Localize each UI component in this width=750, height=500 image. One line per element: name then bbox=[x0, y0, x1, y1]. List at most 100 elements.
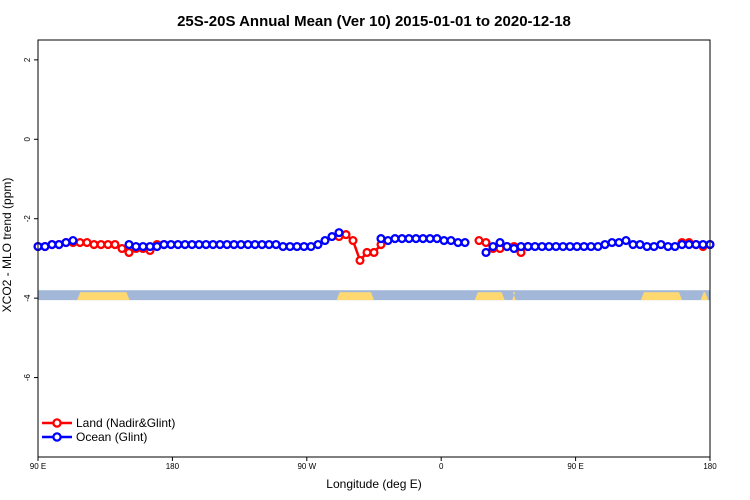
data-point bbox=[488, 241, 498, 252]
legend-marker bbox=[52, 432, 62, 442]
data-point bbox=[544, 241, 554, 252]
data-point bbox=[159, 239, 169, 250]
data-point bbox=[614, 237, 624, 248]
data-point bbox=[509, 243, 519, 254]
land-segment bbox=[77, 292, 130, 301]
data-point bbox=[194, 239, 204, 250]
data-point bbox=[621, 236, 631, 246]
data-point bbox=[439, 236, 449, 246]
data-point bbox=[649, 241, 659, 252]
land-segment bbox=[512, 292, 516, 301]
data-point bbox=[628, 239, 638, 250]
legend: Land (Nadir&Glint)Ocean (Glint) bbox=[42, 416, 175, 444]
data-point bbox=[138, 241, 148, 252]
data-point bbox=[530, 241, 540, 252]
data-point bbox=[68, 236, 78, 246]
data-point bbox=[250, 239, 260, 250]
land-segment bbox=[700, 292, 709, 301]
axes: 90 E 180 90 W 0 90 E 180 2 0 -2 -4 -6 bbox=[23, 57, 717, 471]
data-point bbox=[47, 239, 57, 250]
data-point bbox=[278, 241, 288, 252]
legend-label: Land (Nadir&Glint) bbox=[76, 416, 175, 430]
data-point bbox=[677, 239, 687, 250]
y-tick-label: -2 bbox=[23, 215, 32, 223]
data-point bbox=[586, 241, 596, 252]
chart-title: 25S-20S Annual Mean (Ver 10) 2015-01-01 … bbox=[177, 13, 571, 30]
data-point bbox=[166, 239, 176, 250]
y-tick-label: -4 bbox=[23, 294, 32, 302]
data-point bbox=[607, 237, 617, 248]
data-point bbox=[432, 234, 442, 244]
data-point bbox=[495, 237, 505, 248]
plot-frame bbox=[37, 39, 711, 458]
data-point bbox=[327, 232, 337, 242]
data-point bbox=[334, 228, 344, 238]
data-point bbox=[537, 241, 547, 252]
data-point bbox=[229, 239, 239, 250]
land-ocean-strip bbox=[38, 290, 710, 301]
data-point bbox=[362, 247, 372, 258]
data-point bbox=[54, 239, 64, 250]
data-point bbox=[523, 241, 533, 252]
data-point bbox=[96, 239, 106, 250]
data-point bbox=[397, 234, 407, 244]
data-point bbox=[579, 241, 589, 252]
land-segment bbox=[474, 292, 505, 301]
data-point bbox=[425, 234, 435, 244]
data-point bbox=[355, 255, 365, 265]
data-point bbox=[285, 241, 295, 252]
x-tick-label: 90 W bbox=[297, 462, 316, 471]
data-point bbox=[635, 239, 645, 250]
data-point bbox=[173, 239, 183, 250]
data-point bbox=[61, 237, 71, 248]
data-point bbox=[103, 239, 113, 250]
data-point bbox=[558, 241, 568, 252]
data-point bbox=[313, 239, 323, 250]
data-point bbox=[152, 241, 162, 252]
data-point bbox=[75, 237, 85, 248]
data-point bbox=[565, 241, 575, 252]
ocean-band bbox=[38, 290, 710, 301]
data-point bbox=[264, 239, 274, 250]
data-point bbox=[551, 241, 561, 252]
data-point bbox=[271, 239, 281, 250]
data-point bbox=[453, 237, 463, 248]
data-point bbox=[131, 241, 141, 252]
data-point bbox=[691, 239, 701, 250]
data-point bbox=[474, 236, 484, 246]
y-tick-label: 0 bbox=[23, 137, 32, 142]
x-tick-label: 90 E bbox=[30, 462, 46, 471]
data-point bbox=[40, 241, 50, 252]
data-point bbox=[481, 247, 491, 258]
data-point bbox=[600, 239, 610, 250]
data-point bbox=[663, 241, 673, 252]
data-point bbox=[320, 236, 330, 246]
data-point bbox=[418, 234, 428, 244]
data-point bbox=[411, 234, 421, 244]
data-point bbox=[698, 239, 708, 250]
land-segment bbox=[336, 292, 374, 301]
x-tick-label: 90 E bbox=[567, 462, 583, 471]
data-point bbox=[390, 234, 400, 244]
data-point bbox=[222, 239, 232, 250]
data-point bbox=[341, 230, 351, 240]
data-point bbox=[180, 239, 190, 250]
data-point bbox=[117, 243, 127, 254]
data-point bbox=[642, 241, 652, 252]
y-tick-label: 2 bbox=[23, 57, 32, 62]
y-axis-title: XCO2 - MLO trend (ppm) bbox=[0, 178, 14, 313]
data-point bbox=[684, 239, 694, 250]
data-point bbox=[82, 237, 92, 248]
data-point bbox=[145, 241, 155, 252]
data-point bbox=[502, 241, 512, 252]
data-point bbox=[299, 241, 309, 252]
x-tick-label: 180 bbox=[166, 462, 180, 471]
legend-marker bbox=[52, 418, 62, 428]
data-point bbox=[670, 241, 680, 252]
data-point bbox=[383, 236, 393, 246]
data-point bbox=[656, 239, 666, 250]
data-point bbox=[481, 237, 491, 248]
data-point bbox=[201, 239, 211, 250]
data-point bbox=[124, 247, 134, 258]
data-point bbox=[243, 239, 253, 250]
